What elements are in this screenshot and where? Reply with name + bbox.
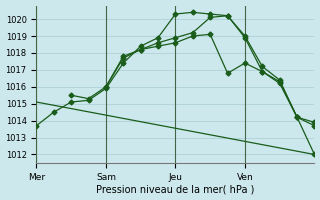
X-axis label: Pression niveau de la mer( hPa ): Pression niveau de la mer( hPa )	[96, 184, 255, 194]
